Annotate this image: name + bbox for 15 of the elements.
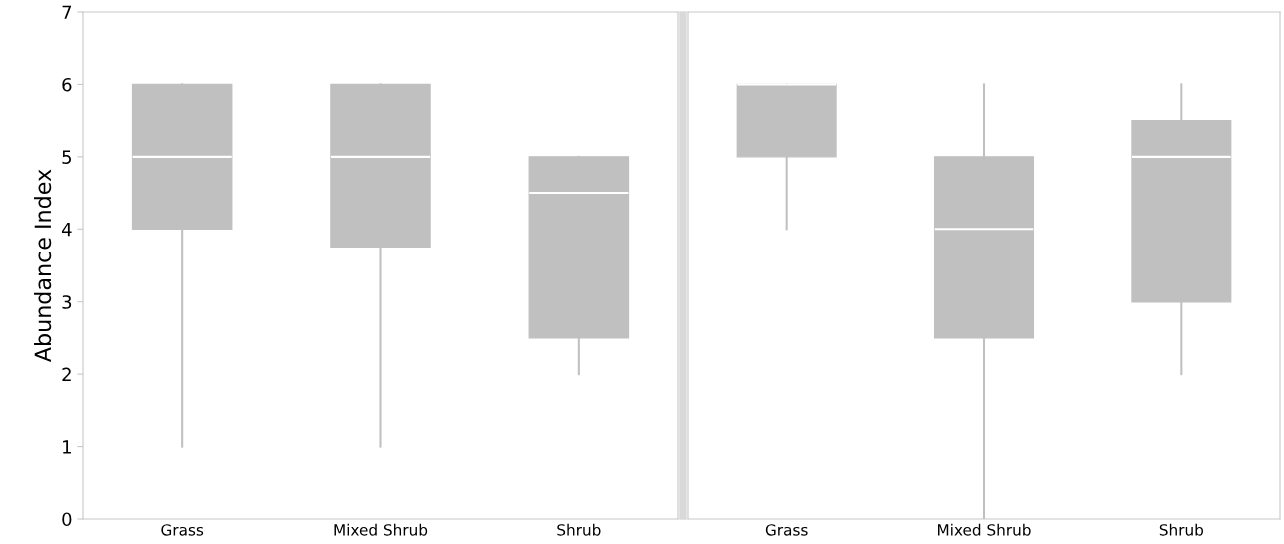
x-tick-label: Mixed Shrub bbox=[938, 523, 1031, 536]
x-tick-label: Grass bbox=[161, 524, 204, 536]
x-tick-label: Grass bbox=[765, 524, 808, 536]
x-tick-label: Shrub bbox=[1159, 523, 1204, 536]
x-tick-label: Mixed Shrub bbox=[334, 523, 428, 536]
y-tick-label: 6 bbox=[62, 77, 72, 92]
y-tick-label: 5 bbox=[62, 150, 72, 164]
y-tick-label: 7 bbox=[62, 5, 72, 19]
y-tick-label: 4 bbox=[61, 222, 72, 237]
x-tick-label: Shrub bbox=[557, 523, 601, 536]
y-tick-label: 0 bbox=[62, 512, 72, 527]
y-tick-label: 1 bbox=[63, 440, 71, 454]
y-tick-label: 3 bbox=[62, 295, 72, 309]
y-axis-title: Abundance Index bbox=[34, 169, 52, 363]
y-tick-label: 2 bbox=[62, 367, 71, 381]
